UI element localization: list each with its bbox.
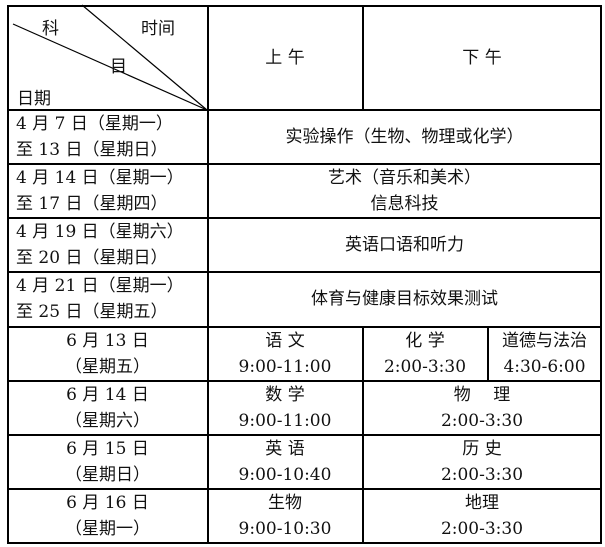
exam-time: 9:00-11:00 <box>238 357 332 377</box>
exam-subject: 数 学 <box>265 385 305 405</box>
border <box>7 380 602 382</box>
exam-subject: 语 文 <box>265 331 305 351</box>
exam-subject: 生物 <box>268 493 302 513</box>
exam-subject: 历 史 <box>462 439 502 459</box>
date-text: 至 17 日（星期四） <box>16 194 168 214</box>
border <box>362 326 364 544</box>
exam-date: 6 月 13 日 <box>66 331 149 351</box>
border <box>362 5 364 110</box>
pm-exam-cell: 地理 2:00-3:30 <box>363 489 601 543</box>
pm-exam-cell: 物 理 2:00-3:30 <box>363 381 601 435</box>
exam-date-cell: 6 月 13 日 （星期五） <box>8 327 207 381</box>
date-cell: 4 月 21 日（星期一） 至 25 日（星期五） <box>8 272 207 326</box>
exam-time: 2:00-3:30 <box>440 519 524 539</box>
am-exam-cell: 英 语 9:00-10:40 <box>208 435 362 489</box>
header-time: 时间 <box>141 19 175 39</box>
exam-time: 2:00-3:30 <box>440 411 524 431</box>
am-exam-cell: 生物 9:00-10:30 <box>208 489 362 543</box>
border <box>7 434 602 436</box>
border <box>7 109 602 111</box>
exam-time: 2:00-3:30 <box>440 465 524 485</box>
exam-time: 9:00-11:00 <box>238 411 332 431</box>
activity-text: 体育与健康目标效果测试 <box>311 289 498 309</box>
date-text: 4 月 14 日（星期一） <box>16 168 184 188</box>
date-cell: 4 月 7 日（星期一） 至 13 日（星期日） <box>8 110 207 164</box>
diagonal-lines <box>12 4 208 111</box>
exam-date-cell: 6 月 15 日 （星期日） <box>8 435 207 489</box>
date-cell: 4 月 19 日（星期六） 至 20 日（星期日） <box>8 218 207 272</box>
exam-date-cell: 6 月 14 日 （星期六） <box>8 381 207 435</box>
exam-subject: 化 学 <box>405 331 445 351</box>
activity-cell: 体育与健康目标效果测试 <box>208 272 601 326</box>
exam-date: 6 月 16 日 <box>66 493 149 513</box>
border <box>600 5 602 544</box>
exam-time: 9:00-10:30 <box>238 519 332 539</box>
activity-cell: 英语口语和听力 <box>208 218 601 272</box>
date-text: 至 25 日（星期五） <box>16 302 168 322</box>
exam-weekday: （星期日） <box>65 465 150 485</box>
header-afternoon: 下 午 <box>462 48 502 68</box>
exam-weekday: （星期六） <box>65 411 150 431</box>
exam-subject: 道德与法治 <box>502 331 587 351</box>
header-subject2: 目 <box>110 57 127 77</box>
am-exam-cell: 数 学 9:00-11:00 <box>208 381 362 435</box>
exam-time: 4:30-6:00 <box>503 357 586 377</box>
pm-exam-cell: 化 学 2:00-3:30 <box>363 327 487 381</box>
exam-time: 2:00-3:30 <box>383 357 467 377</box>
border <box>7 271 602 273</box>
border <box>7 5 602 7</box>
date-text: 4 月 7 日（星期一） <box>16 114 173 134</box>
border <box>7 217 602 219</box>
pm2-exam-cell: 道德与法治 4:30-6:00 <box>488 327 601 381</box>
date-text: 4 月 19 日（星期六） <box>16 222 184 242</box>
exam-time: 9:00-10:40 <box>238 465 332 485</box>
header-morning: 上 午 <box>265 48 305 68</box>
date-text: 至 13 日（星期日） <box>16 140 168 160</box>
header-subject: 科 <box>42 19 59 39</box>
activity-text: 英语口语和听力 <box>345 235 464 255</box>
date-text: 4 月 21 日（星期一） <box>16 276 184 296</box>
exam-weekday: （星期一） <box>65 519 150 539</box>
exam-weekday: （星期五） <box>65 357 150 377</box>
am-exam-cell: 语 文 9:00-11:00 <box>208 327 362 381</box>
exam-date: 6 月 15 日 <box>66 439 149 459</box>
exam-date: 6 月 14 日 <box>66 385 149 405</box>
activity-cell: 实验操作（生物、物理或化学） <box>208 110 601 164</box>
pm-exam-cell: 历 史 2:00-3:30 <box>363 435 601 489</box>
border <box>7 326 602 328</box>
exam-date-cell: 6 月 16 日 （星期一） <box>8 489 207 543</box>
border <box>7 542 602 544</box>
date-cell: 4 月 14 日（星期一） 至 17 日（星期四） <box>8 164 207 218</box>
date-text: 至 20 日（星期日） <box>16 248 168 268</box>
activity-text: 实验操作（生物、物理或化学） <box>285 127 524 147</box>
border <box>487 326 489 381</box>
border <box>7 5 9 544</box>
exam-subject: 物 理 <box>453 385 511 405</box>
border <box>207 5 209 544</box>
exam-subject: 地理 <box>465 493 499 513</box>
border <box>7 488 602 490</box>
activity-cell: 艺术（音乐和美术） 信息科技 <box>208 164 601 218</box>
header-date: 日期 <box>17 89 51 109</box>
activity-text: 艺术（音乐和美术） <box>328 168 481 188</box>
activity-text: 信息科技 <box>370 194 439 214</box>
border <box>7 163 602 165</box>
exam-subject: 英 语 <box>265 439 305 459</box>
